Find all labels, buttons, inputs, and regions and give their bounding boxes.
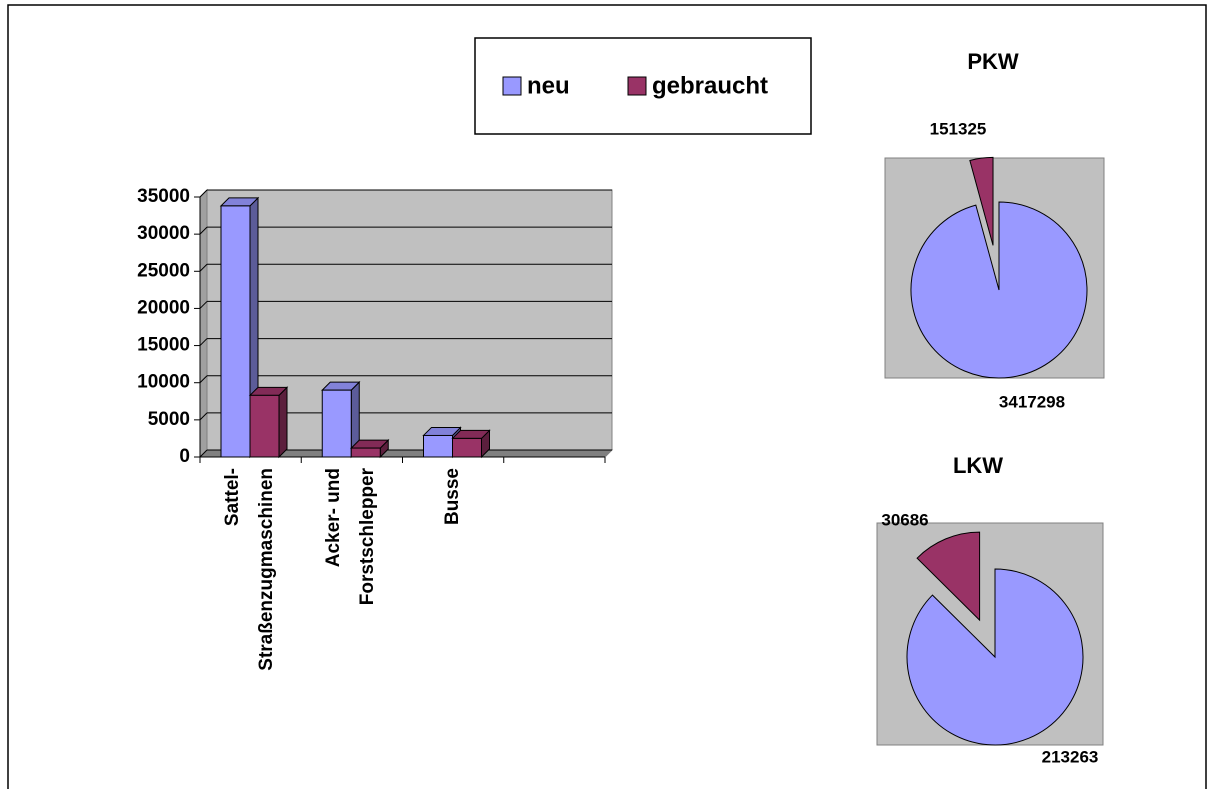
pie-slice	[906, 568, 1084, 746]
bar	[451, 429, 491, 459]
pie-slice	[910, 201, 1088, 379]
value-label: 30686	[881, 510, 928, 529]
pie-title: LKW	[953, 453, 1003, 478]
legend-swatch	[502, 76, 522, 96]
bar-front	[452, 437, 482, 458]
y-tick-label: 15000	[137, 335, 190, 356]
grid-side	[199, 449, 208, 458]
bar-side	[278, 386, 288, 459]
y-tick-label: 0	[179, 446, 190, 467]
grid-line	[199, 375, 612, 384]
pie-slice	[916, 531, 981, 622]
grid-side	[199, 412, 208, 421]
y-tick-label: 10000	[137, 372, 190, 393]
x-tick-label: Sattel- Straßenzugmaschinen	[222, 468, 277, 671]
grid-line	[199, 300, 612, 309]
grid-side	[199, 338, 208, 346]
bar-front	[220, 205, 251, 458]
bar-front	[350, 447, 381, 458]
y-tick-label: 30000	[137, 223, 190, 244]
grid-line	[199, 338, 612, 346]
grid-line	[199, 263, 612, 272]
y-tick-label: 25000	[137, 260, 190, 281]
bar	[350, 438, 390, 459]
y-tick-label: 5000	[148, 409, 190, 430]
bar	[321, 380, 361, 459]
legend-label: neu	[527, 72, 570, 99]
value-label: 213263	[1042, 747, 1099, 766]
legend-label: gebraucht	[652, 72, 768, 99]
bar-front	[423, 434, 453, 458]
y-tick-label: 35000	[137, 186, 190, 207]
frame	[7, 4, 1207, 789]
grid-side	[199, 189, 208, 198]
y-tick-label: 20000	[137, 297, 190, 318]
bar	[219, 196, 260, 459]
grid-line	[199, 226, 612, 235]
grid-side	[199, 263, 208, 272]
grid-side	[199, 301, 208, 309]
legend-swatch	[627, 76, 647, 96]
grid-line	[199, 189, 612, 198]
bar-front	[249, 394, 280, 458]
value-label: 151325	[930, 119, 987, 138]
bar-front	[321, 389, 352, 458]
x-tick-label: Busse	[441, 468, 463, 526]
grid-side	[199, 226, 208, 235]
pie-slice	[969, 156, 994, 246]
value-label: 3417298	[999, 392, 1065, 411]
bar	[248, 386, 289, 459]
pie-title: PKW	[967, 49, 1019, 74]
grid-side	[199, 375, 208, 384]
x-tick-label: Acker- und Forstschlepper	[323, 468, 379, 606]
